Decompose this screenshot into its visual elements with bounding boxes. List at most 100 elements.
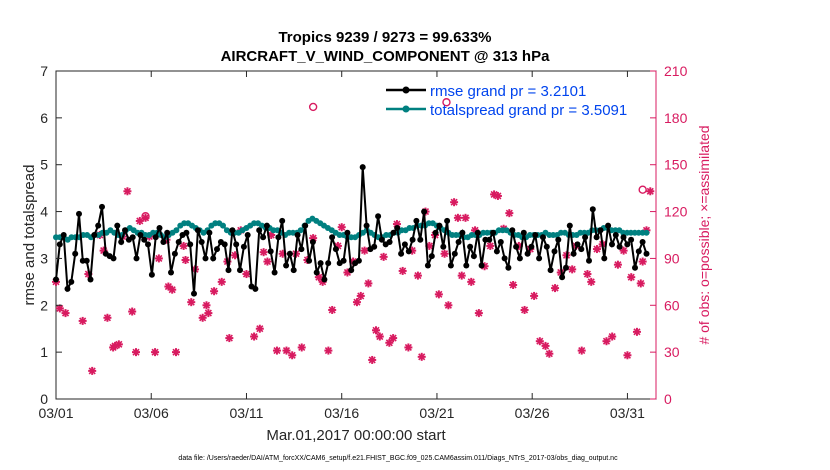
y-tick-label-right: 150: [664, 157, 688, 173]
rmse-point: [620, 234, 627, 241]
rmse-point: [375, 213, 382, 220]
rmse-point: [237, 267, 243, 274]
obs-assimilated-point: [440, 249, 449, 258]
rmse-point: [394, 225, 401, 231]
obs-assimilated-point: [608, 332, 617, 341]
rmse-point: [451, 250, 458, 257]
rmse-point: [635, 248, 642, 255]
obs-assimilated-point: [263, 257, 272, 266]
rmse-point: [582, 234, 589, 241]
rmse-point: [501, 255, 508, 262]
obs-assimilated-point: [202, 301, 211, 310]
obs-assimilated-point: [61, 309, 70, 318]
rmse-point: [141, 236, 148, 243]
rmse-point: [76, 210, 82, 217]
rmse-point: [145, 241, 151, 248]
obs-assimilated-point: [368, 355, 377, 364]
rmse-point: [589, 206, 596, 213]
rmse-point: [459, 229, 466, 236]
rmse-point: [532, 232, 539, 238]
legend-spread-marker: [402, 105, 410, 113]
x-tick-label: 03/01: [38, 405, 73, 421]
obs-assimilated-point: [474, 309, 483, 318]
rmse-point: [95, 222, 102, 229]
obs-assimilated-point: [352, 298, 361, 307]
obs-assimilated-point: [587, 277, 596, 286]
obs-assimilated-point: [535, 337, 544, 346]
y-tick-label-left: 4: [40, 204, 48, 220]
obs-assimilated-point: [204, 309, 213, 318]
obs-possible-point: [638, 185, 647, 194]
rmse-point: [597, 227, 604, 234]
obs-assimilated-point: [404, 343, 413, 352]
obs-assimilated-point: [638, 257, 647, 266]
rmse-point: [566, 222, 573, 229]
rmse-point: [497, 239, 504, 245]
rmse-point: [405, 248, 412, 255]
rmse-point: [221, 241, 228, 248]
rmse-point: [340, 257, 347, 264]
rmse-point: [325, 260, 332, 267]
rmse-point: [432, 229, 439, 236]
rmse-point: [302, 222, 309, 229]
obs-assimilated-point: [151, 348, 160, 357]
legend-spread-label: totalspread grand pr = 3.5091: [430, 102, 627, 119]
rmse-point: [551, 248, 558, 255]
obs-assimilated-point: [375, 332, 384, 341]
obs-assimilated-point: [583, 270, 592, 279]
rmse-point: [390, 229, 397, 236]
rmse-point: [83, 257, 90, 264]
rmse-point: [359, 164, 366, 171]
rmse-point: [378, 236, 385, 243]
rmse-point: [137, 232, 144, 238]
obs-assimilated-point: [198, 313, 207, 322]
rmse-point: [329, 234, 336, 241]
obs-assimilated-point: [328, 305, 337, 314]
obs-assimilated-point: [520, 305, 529, 314]
rmse-point: [639, 239, 646, 245]
rmse-point: [543, 243, 550, 250]
y-tick-label-left: 0: [40, 391, 48, 407]
obs-assimilated-point: [627, 273, 636, 282]
rmse-point: [283, 262, 290, 269]
rmse-point: [632, 264, 638, 271]
totalspread-point: [297, 227, 304, 234]
rmse-point: [355, 257, 362, 264]
x-tick-label: 03/11: [229, 405, 263, 421]
obs-assimilated-point: [577, 346, 586, 355]
rmse-point: [313, 269, 320, 276]
obs-assimilated-point: [646, 187, 655, 196]
obs-assimilated-point: [187, 298, 196, 307]
rmse-point: [91, 232, 98, 238]
y-tick-label-right: 60: [664, 297, 680, 313]
obs-assimilated-point: [461, 213, 470, 222]
rmse-point: [455, 239, 462, 245]
chart-title-line1: Tropics 9239 / 9273 = 99.633%: [278, 29, 491, 46]
series-layer: [52, 98, 655, 375]
rmse-point: [332, 246, 339, 253]
obs-assimilated-point: [103, 313, 112, 322]
obs-assimilated-point: [568, 265, 577, 274]
rmse-point: [206, 229, 213, 236]
obs-assimilated-point: [372, 326, 380, 335]
y-tick-label-right: 90: [664, 250, 680, 266]
x-axis-label: Mar.01,2017 00:00:00 start: [266, 427, 446, 444]
rmse-point: [509, 227, 516, 234]
obs-assimilated-point: [467, 277, 476, 286]
rmse-point: [601, 255, 608, 262]
y-tick-label-right: 30: [664, 344, 680, 360]
rmse-point: [202, 255, 209, 262]
rmse-point: [183, 229, 190, 236]
rmse-point: [520, 229, 527, 236]
rmse-point: [306, 257, 313, 264]
totalspread-point: [220, 222, 226, 229]
rmse-point: [570, 250, 577, 257]
rmse-point: [348, 267, 355, 274]
rmse-point: [609, 241, 615, 248]
rmse-point: [586, 257, 592, 264]
rmse-point: [56, 241, 63, 248]
rmse-point: [413, 217, 420, 224]
rmse-point: [294, 232, 301, 238]
y-tick-label-right: 120: [664, 204, 688, 220]
rmse-point: [628, 236, 635, 243]
